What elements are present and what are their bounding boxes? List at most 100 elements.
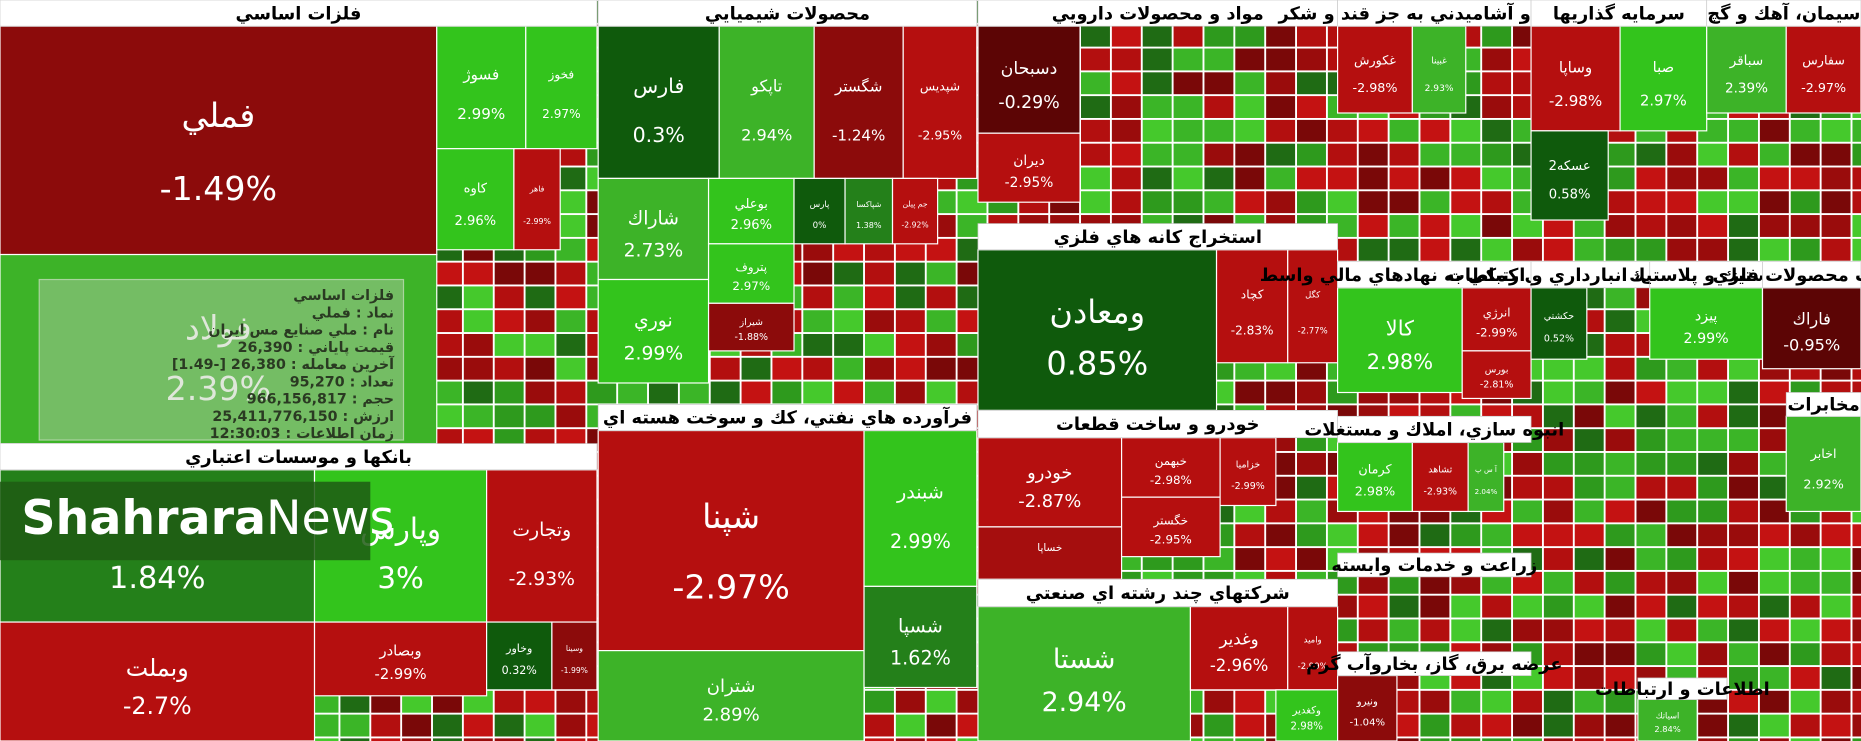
filler-tile [1419,119,1451,143]
tile [977,606,1192,741]
tile-value: 2.94% [1042,687,1127,718]
tile-label: خبهمن [1155,454,1187,469]
filler-tile [524,333,556,357]
filler-tile [925,285,957,310]
filler-tile [1697,713,1728,738]
filler-tile [1450,166,1481,191]
filler-tile [1851,166,1861,191]
filler-tile [1234,142,1265,167]
filler-tile [1697,357,1728,381]
filler-tile [555,404,587,428]
filler-tile [1141,47,1173,72]
filler-tile [1635,547,1667,571]
tile [486,621,553,691]
filler-tile [1234,95,1265,119]
filler-tile [1666,642,1697,666]
tile-value: 2.98% [1291,722,1324,733]
filler-tile [1388,238,1420,262]
tile-label: شاراك [628,208,679,229]
tile [1461,350,1532,400]
filler-tile [771,380,803,405]
tooltip-line: فلزات اساسي [293,288,394,304]
filler-tile [1296,166,1327,191]
filler-tile [401,737,432,741]
tile [1215,249,1289,364]
filler-tile [1481,142,1512,167]
filler-tile [1450,737,1481,741]
filler-tile [1820,238,1852,262]
filler-tile [802,357,833,381]
filler-tile [1512,523,1543,547]
filler-tile [1728,476,1759,500]
filler-tile [1265,95,1296,119]
tile [977,526,1123,580]
filler-tile [339,713,371,738]
filler-tile [1851,737,1861,741]
tile [1287,606,1339,691]
tile-label: شتران [707,676,756,697]
filler-tile [1604,476,1636,500]
tile-label: فخوز [548,68,575,83]
filler-tile [833,333,864,357]
filler-tile [1604,428,1636,452]
tile [977,249,1218,411]
sector-header: فلزات اساسي [236,3,362,24]
filler-tile [1543,404,1574,428]
filler-tile [1759,690,1790,714]
filler-tile [493,690,525,714]
sector-header-box [597,0,978,27]
filler-tile [1604,166,1636,191]
filler-tile [1172,119,1204,143]
filler-tile [1111,95,1142,119]
filler-tile [1234,119,1265,143]
tile [1706,25,1787,114]
filler-tile [1759,523,1790,547]
filler-tile [1697,380,1728,405]
filler-tile [493,737,525,741]
filler-tile [1481,71,1512,95]
filler-tile [401,713,432,738]
filler-tile [1296,119,1327,143]
filler-tile [1512,499,1543,524]
filler-tile [493,333,525,357]
tile-value: 2.97% [1640,93,1687,110]
tile-value: -2.99% [1476,326,1517,340]
filler-tile [1820,737,1852,741]
filler-tile [1666,142,1697,167]
filler-tile [1574,594,1605,619]
filler-tile [463,380,494,405]
filler-tile [1759,713,1790,738]
filler-tile [1851,547,1861,571]
filler-tile [1820,594,1852,619]
filler-tile [1635,357,1667,381]
filler-tile [1790,737,1821,741]
filler-tile [1759,666,1790,690]
tile-label: وپارس [360,512,441,547]
tile [863,585,978,689]
tile-value: 2.98% [1367,350,1433,374]
filler-tile [740,380,772,405]
tile-label: صبا [1653,59,1674,76]
filler-tile [925,261,957,286]
filler-tile [1697,404,1728,428]
filler-tile [1820,190,1852,214]
filler-tile [1666,594,1697,619]
filler-tile [524,309,556,333]
filler-tile [1635,452,1667,476]
tile [891,177,939,245]
tile [1219,437,1277,507]
filler-tile [802,380,833,405]
sector-header: مخابرات [1787,395,1859,416]
tile [597,25,720,180]
filler-tile [864,380,895,405]
filler-tile [1790,142,1821,167]
tile-label: جم پيلن [903,200,928,209]
filler-tile [1790,190,1821,214]
filler-tile [524,404,556,428]
filler-tile [1574,238,1605,262]
tile-value: -2.83% [1231,324,1274,338]
filler-tile [1512,713,1543,738]
filler-tile [1265,190,1296,214]
filler-tile [1759,119,1790,143]
filler-tile [555,690,587,714]
